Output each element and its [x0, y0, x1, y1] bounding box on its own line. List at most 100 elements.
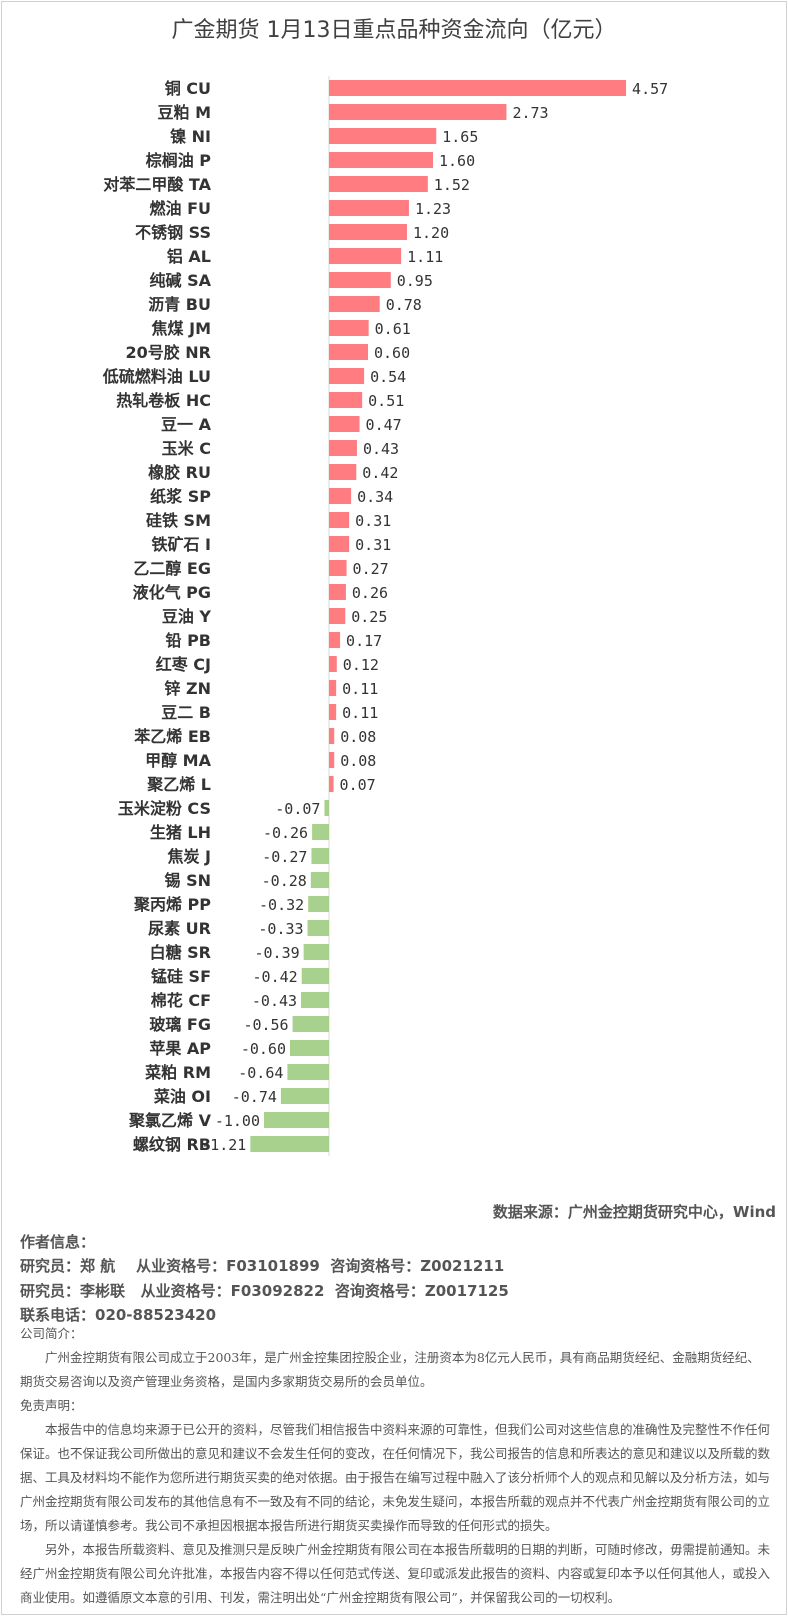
bar-12	[329, 368, 365, 384]
bar-38	[301, 992, 329, 1008]
bar-9	[329, 296, 380, 312]
bar-26	[329, 704, 337, 720]
bar-8	[329, 272, 391, 288]
data-label: 4.57	[632, 80, 668, 98]
bar-30	[324, 800, 329, 816]
category-label: 尿素 UR	[148, 919, 211, 938]
bar-22	[329, 608, 346, 624]
data-label: 0.17	[346, 632, 382, 650]
category-label: 铝 AL	[167, 247, 211, 266]
data-label: -0.74	[232, 1088, 277, 1106]
bar-2	[329, 128, 437, 144]
bar-34	[308, 896, 329, 912]
data-label: -0.26	[263, 824, 308, 842]
author-phone: 联系电话：020-88523420	[20, 1306, 217, 1324]
data-label: 0.60	[374, 344, 410, 362]
bar-18	[329, 512, 350, 528]
category-label: 聚乙烯 L	[146, 775, 211, 794]
disclaimer-paragraph-1: 本报告中的信息均来源于已公开的资料，尽管我们相信报告中资料来源的可靠性，但我们公…	[20, 1422, 771, 1533]
data-label: 0.26	[352, 584, 388, 602]
data-label: -0.39	[254, 944, 299, 962]
category-label: 玻璃 FG	[149, 1015, 211, 1034]
data-label: 0.95	[397, 272, 433, 290]
data-label: -0.28	[262, 872, 307, 890]
category-label: 橡胶 RU	[148, 463, 211, 482]
category-label: 纸浆 SP	[150, 487, 211, 506]
bar-37	[301, 968, 329, 984]
category-label: 甲醇 MA	[145, 751, 211, 770]
data-label: -1.00	[215, 1112, 260, 1130]
bar-32	[311, 848, 329, 864]
data-label: 0.61	[375, 320, 411, 338]
data-label: 1.20	[413, 224, 449, 242]
category-label: 红枣 CJ	[156, 655, 211, 674]
category-label: 铜 CU	[165, 79, 211, 98]
data-label: 0.54	[370, 368, 406, 386]
bar-chart: 铜 CU 4.57 豆粕 M 2.73 镍 NI 1.65 棕榈油 P 1.60 对苯二甲酸 T…	[102, 76, 668, 1156]
data-label: 0.31	[355, 512, 391, 530]
bar-33	[310, 872, 329, 888]
category-label: 沥青 BU	[148, 295, 211, 314]
data-label: 0.31	[355, 536, 391, 554]
category-label: 热轧卷板 HC	[116, 391, 211, 410]
bar-35	[307, 920, 329, 936]
bar-40	[290, 1040, 329, 1056]
bar-23	[329, 632, 341, 648]
category-label: 锌 ZN	[164, 679, 211, 698]
category-label: 锡 SN	[165, 871, 212, 890]
bar-5	[329, 200, 409, 216]
disclaimer-paragraph-2: 另外，本报告所载资料、意见及推测只是反映广州金控期货有限公司在本报告所载明的日期…	[20, 1542, 771, 1605]
bar-19	[329, 536, 350, 552]
bar-13	[329, 392, 363, 408]
category-label: 乙二醇 EG	[133, 559, 211, 578]
data-label: -0.07	[275, 800, 320, 818]
data-label: 0.78	[386, 296, 422, 314]
bar-15	[329, 440, 357, 456]
bar-42	[280, 1088, 329, 1104]
author-line-2: 研究员：李彬联 从业资格号：F03092822 咨询资格号：Z0017125	[20, 1282, 509, 1300]
data-label: 0.08	[340, 728, 376, 746]
category-label: 纯碱 SA	[150, 271, 212, 290]
data-label: -0.56	[243, 1016, 288, 1034]
data-label: -0.43	[252, 992, 297, 1010]
category-label: 聚丙烯 PP	[133, 895, 211, 914]
category-label: 玉米淀粉 CS	[118, 799, 211, 818]
author-heading: 作者信息：	[20, 1233, 96, 1251]
data-label: 0.27	[353, 560, 389, 578]
disclaimer-heading: 免责声明：	[20, 1398, 83, 1413]
data-label: 0.12	[343, 656, 379, 674]
category-label: 焦煤 JM	[151, 319, 211, 338]
company-disclaimer: 公司简介： 广州金控期货有限公司成立于2003年，是广州金控集团控股企业，注册资…	[20, 1322, 772, 1610]
company-text: 广州金控期货有限公司成立于2003年，是广州金控集团控股企业，注册资本为8亿元人…	[20, 1350, 760, 1389]
bar-4	[329, 176, 428, 192]
category-label: 低硫燃料油 LU	[102, 367, 211, 386]
category-label: 螺纹钢 RB	[133, 1135, 211, 1154]
data-label: 0.47	[366, 416, 402, 434]
bar-14	[329, 416, 360, 432]
category-label: 豆一 A	[161, 415, 212, 434]
data-label: 0.08	[340, 752, 376, 770]
chart-title: 广金期货 1月13日重点品种资金流向（亿元）	[171, 18, 617, 43]
bar-39	[292, 1016, 329, 1032]
category-label: 豆油 Y	[162, 607, 212, 626]
category-label: 聚氯乙烯 V	[128, 1111, 212, 1130]
category-label: 菜油 OI	[153, 1087, 211, 1106]
category-label: 棕榈油 P	[146, 151, 212, 170]
bar-41	[287, 1064, 329, 1080]
bar-3	[329, 152, 433, 168]
category-label: 豆粕 M	[158, 103, 212, 122]
category-label: 铁矿石 I	[151, 535, 211, 554]
category-label: 燃油 FU	[150, 199, 212, 218]
bar-10	[329, 320, 369, 336]
data-label: 1.11	[407, 248, 443, 266]
data-label: 2.73	[512, 104, 548, 122]
category-label: 豆二 B	[161, 703, 211, 722]
bar-36	[303, 944, 329, 960]
data-label: -0.27	[262, 848, 307, 866]
bar-11	[329, 344, 368, 360]
data-source: 数据来源：广州金控期货研究中心，Wind	[492, 1203, 776, 1221]
bar-21	[329, 584, 346, 600]
category-label: 苯乙烯 EB	[133, 727, 211, 746]
bar-20	[329, 560, 347, 576]
